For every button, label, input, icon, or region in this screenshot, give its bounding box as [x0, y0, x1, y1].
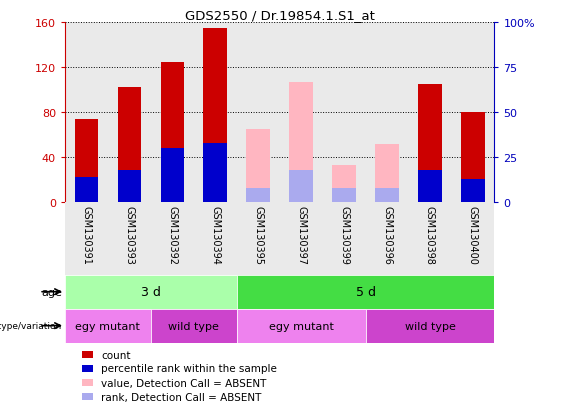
Bar	[151, 203, 194, 275]
Bar	[246, 130, 270, 203]
Text: count: count	[102, 350, 131, 360]
Text: GSM130399: GSM130399	[339, 206, 349, 264]
Bar	[65, 275, 237, 309]
Bar	[375, 188, 399, 203]
Bar	[237, 309, 366, 343]
Bar	[65, 23, 108, 203]
Bar	[151, 23, 194, 203]
Bar	[366, 309, 494, 343]
Bar	[418, 171, 442, 203]
Bar	[82, 379, 93, 387]
Bar	[332, 166, 356, 203]
Bar	[82, 393, 93, 400]
Bar	[451, 23, 494, 203]
Text: GSM130393: GSM130393	[124, 206, 134, 264]
Bar	[237, 275, 494, 309]
Bar	[82, 351, 93, 358]
Bar	[160, 62, 184, 203]
Text: wild type: wild type	[405, 321, 455, 331]
Bar	[408, 203, 451, 275]
Bar	[366, 23, 408, 203]
Text: GSM130396: GSM130396	[382, 206, 392, 264]
Bar	[194, 23, 237, 203]
Bar	[366, 203, 408, 275]
Bar	[203, 29, 227, 203]
Text: GSM130397: GSM130397	[296, 206, 306, 265]
Text: rank, Detection Call = ABSENT: rank, Detection Call = ABSENT	[102, 392, 262, 402]
Bar	[65, 203, 108, 275]
Bar	[375, 145, 399, 203]
Bar	[451, 203, 494, 275]
Bar	[461, 113, 485, 203]
Text: egy mutant: egy mutant	[269, 321, 333, 331]
Bar	[237, 23, 280, 203]
Bar	[108, 203, 151, 275]
Text: GSM130395: GSM130395	[253, 206, 263, 265]
Bar	[151, 309, 237, 343]
Bar	[418, 85, 442, 203]
Bar	[160, 149, 184, 203]
Bar	[237, 203, 280, 275]
Text: GSM130400: GSM130400	[468, 206, 478, 264]
Bar	[75, 120, 98, 203]
Bar	[118, 171, 141, 203]
Bar	[280, 23, 323, 203]
Text: egy mutant: egy mutant	[76, 321, 140, 331]
Bar	[332, 188, 356, 203]
Bar	[108, 23, 151, 203]
Bar	[75, 178, 98, 203]
Text: GSM130391: GSM130391	[81, 206, 92, 264]
Bar	[289, 83, 313, 203]
Bar	[289, 171, 313, 203]
Text: percentile rank within the sample: percentile rank within the sample	[102, 363, 277, 373]
Text: genotype/variation: genotype/variation	[0, 321, 62, 330]
Text: GSM130394: GSM130394	[210, 206, 220, 264]
Bar	[246, 188, 270, 203]
Text: 3 d: 3 d	[141, 285, 161, 299]
Text: GSM130392: GSM130392	[167, 206, 177, 265]
Bar	[65, 309, 151, 343]
Bar	[280, 203, 323, 275]
Text: value, Detection Call = ABSENT: value, Detection Call = ABSENT	[102, 378, 267, 388]
Bar	[323, 23, 366, 203]
Bar	[203, 143, 227, 203]
Bar	[323, 203, 366, 275]
Bar	[118, 88, 141, 203]
Bar	[408, 23, 451, 203]
Bar	[82, 365, 93, 372]
Text: 5 d: 5 d	[355, 285, 376, 299]
Text: wild type: wild type	[168, 321, 219, 331]
Text: age: age	[41, 287, 62, 297]
Title: GDS2550 / Dr.19854.1.S1_at: GDS2550 / Dr.19854.1.S1_at	[185, 9, 375, 22]
Bar	[194, 203, 237, 275]
Bar	[461, 179, 485, 203]
Text: GSM130398: GSM130398	[425, 206, 435, 264]
